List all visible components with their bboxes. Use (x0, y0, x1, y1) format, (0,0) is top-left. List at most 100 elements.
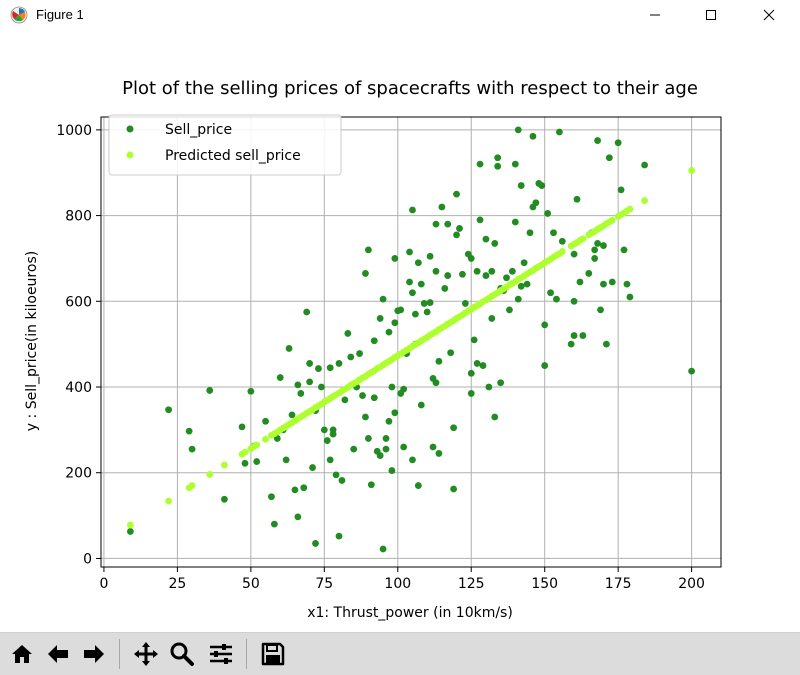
sell-price-point (600, 280, 607, 288)
sell-price-point (303, 308, 311, 316)
x-tick-label: 75 (315, 576, 333, 592)
sell-price-point (423, 308, 431, 316)
predicted-sell-price-point (241, 448, 249, 456)
y-tick-label: 1000 (56, 123, 92, 139)
sell-price-point (506, 306, 513, 314)
sell-price-point (406, 248, 413, 256)
sell-price-point (558, 237, 566, 245)
sell-price-point (547, 289, 554, 297)
sell-price-point (294, 381, 302, 389)
sell-price-point (482, 272, 490, 279)
sell-price-point (467, 369, 475, 377)
sell-price-point (623, 280, 631, 288)
configure-subplots-button[interactable] (206, 640, 236, 668)
sell-price-point (270, 520, 278, 528)
sell-price-point (359, 392, 366, 399)
predicted-sell-price-point (626, 205, 634, 213)
y-tick-label: 0 (83, 551, 92, 567)
sell-price-point (520, 259, 528, 267)
x-tick-label: 25 (168, 576, 186, 592)
sell-price-point (503, 274, 510, 282)
sell-price-point (570, 250, 578, 258)
sell-price-point (326, 456, 334, 464)
sell-price-point (432, 379, 440, 387)
sell-price-point (491, 413, 499, 421)
y-tick-label: 600 (65, 294, 92, 310)
predicted-sell-price-point (558, 248, 566, 255)
window-title: Figure 1 (36, 7, 84, 22)
pan-button[interactable] (131, 640, 161, 668)
x-tick-label: 200 (678, 576, 705, 592)
sell-price-point (391, 409, 399, 417)
sell-price-point (376, 452, 384, 459)
sell-price-point (620, 246, 628, 254)
sell-price-point (450, 485, 458, 493)
sell-price-point (262, 417, 269, 425)
forward-button[interactable] (79, 640, 109, 668)
sell-price-point (391, 319, 399, 327)
sell-price-point (497, 379, 505, 387)
sell-price-point (350, 445, 358, 453)
predicted-sell-price-series (126, 167, 696, 529)
x-axis-label: x1: Thrust_power (in 10km/s) (307, 605, 513, 621)
figure-canvas[interactable]: 0 25 50 75 100 125 150 175 200 0 200 400 600 800 1000 … (0, 32, 800, 630)
zoom-button[interactable] (167, 640, 197, 668)
sell-price-point (617, 186, 625, 194)
sell-price-point (432, 220, 440, 228)
save-button[interactable] (258, 640, 288, 668)
sell-price-point (488, 267, 496, 275)
sell-price-point (379, 295, 387, 303)
sell-price-point (567, 340, 575, 348)
predicted-sell-price-point (188, 482, 196, 489)
sell-price-point (185, 427, 193, 435)
y-axis-label: y : Sell_price(in kiloeuros) (24, 251, 40, 431)
sell-price-point (597, 306, 604, 314)
maximize-icon (706, 10, 716, 20)
sell-price-point (453, 231, 460, 239)
predicted-sell-price-point (253, 441, 261, 449)
sell-price-point (494, 154, 502, 162)
sell-price-point (570, 332, 578, 339)
sell-price-point (514, 295, 522, 303)
sell-price-point (291, 486, 299, 494)
sell-price-point (544, 210, 552, 217)
forward-icon (84, 645, 104, 663)
sell-price-point (126, 528, 134, 535)
close-button[interactable] (746, 0, 792, 30)
sell-price-point (400, 385, 408, 393)
legend-marker-predicted (126, 151, 134, 159)
sell-price-point (297, 390, 305, 397)
sell-price-point (614, 139, 622, 147)
sell-price-point (553, 295, 560, 303)
predicted-sell-price-point (165, 497, 172, 505)
sell-price-point (626, 293, 634, 301)
sell-price-point (538, 182, 546, 189)
axis-ticks: 0 25 50 75 100 125 150 175 200 0 200 400 600 800 1000 (56, 123, 705, 592)
home-button[interactable] (7, 640, 37, 668)
sell-price-point (306, 378, 314, 386)
sell-price-point (426, 299, 434, 306)
sell-price-point (435, 357, 443, 365)
minimize-button[interactable] (632, 0, 678, 30)
sell-price-point (473, 360, 481, 367)
predicted-sell-price-point (579, 235, 587, 243)
predicted-sell-price-point (221, 461, 228, 469)
sell-price-point (338, 477, 346, 484)
sell-price-point (470, 336, 478, 344)
sell-price-point (591, 246, 599, 254)
sell-price-point (362, 270, 369, 277)
sell-price-point (438, 203, 446, 211)
sell-price-point (511, 160, 519, 168)
sell-price-point (247, 387, 255, 395)
sell-price-point (488, 315, 496, 322)
sell-price-point (406, 278, 413, 286)
back-button[interactable] (43, 640, 73, 668)
window-titlebar: Figure 1 (0, 0, 800, 32)
sell-price-point (409, 456, 416, 464)
sell-price-point (555, 128, 563, 136)
sell-price-point (688, 367, 696, 375)
sell-price-point (364, 246, 372, 254)
maximize-button[interactable] (688, 0, 734, 30)
toolbar-separator (119, 639, 120, 669)
sell-price-point (594, 240, 601, 247)
